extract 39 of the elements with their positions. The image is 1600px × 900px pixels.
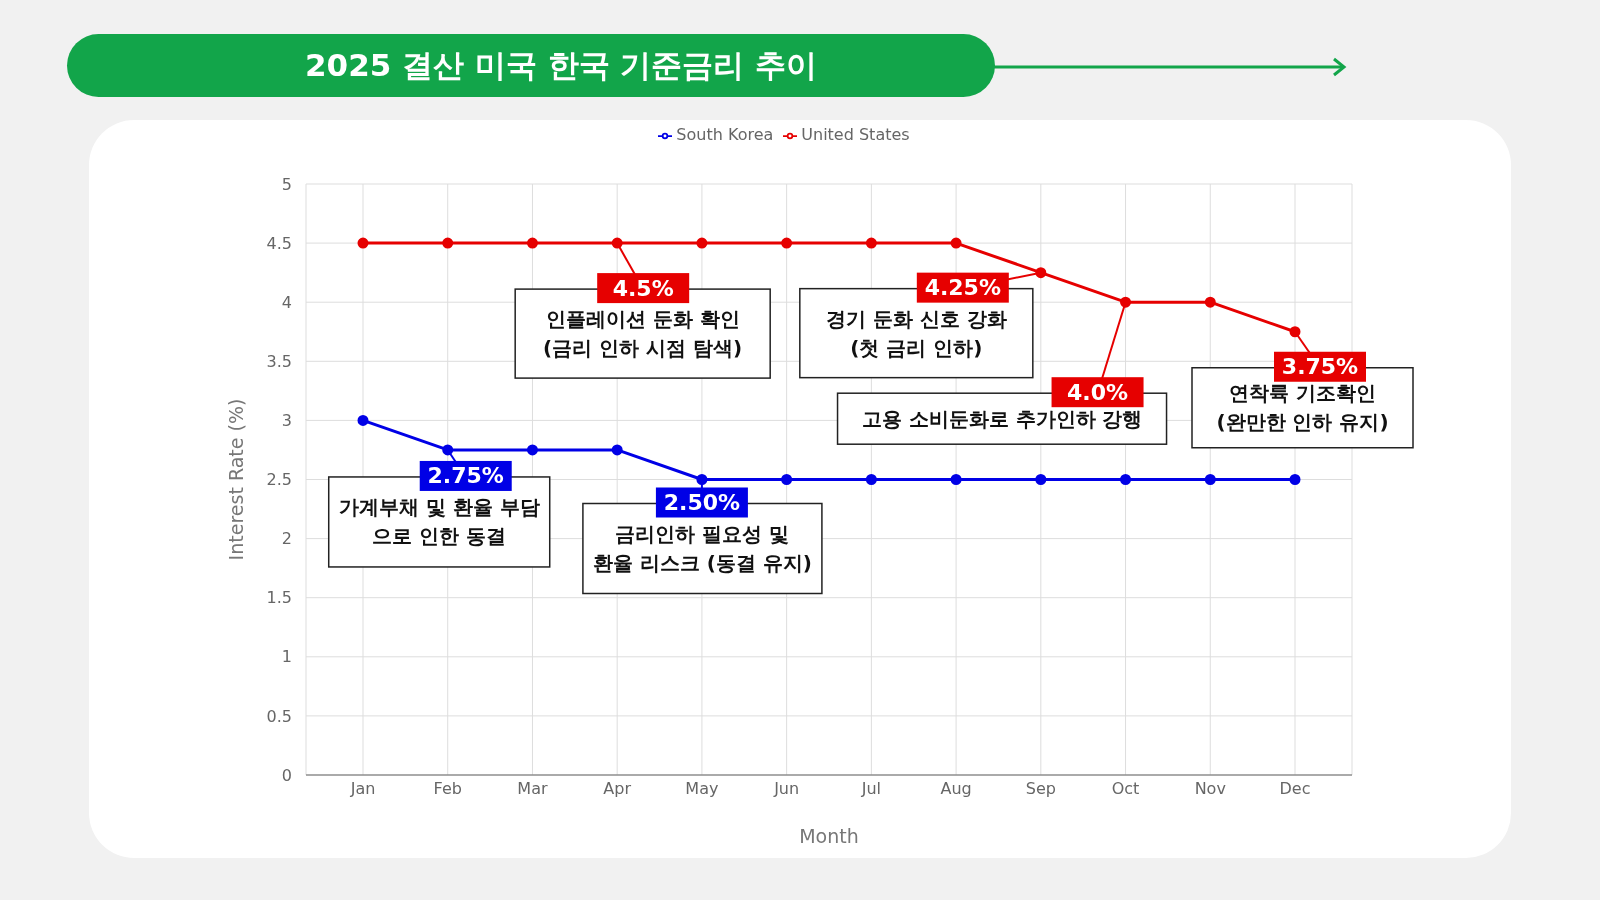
y-tick-label: 4 [281, 292, 292, 312]
x-tick-label: Oct [1111, 779, 1140, 799]
x-tick-label: May [685, 779, 719, 799]
annotation: 4.5% [612, 275, 674, 301]
x-tick-label: Dec [1279, 779, 1311, 799]
y-tick-label: 3 [281, 411, 292, 431]
annotation: 3.75% [1281, 354, 1359, 380]
annotation: 가계부채 및 환율 부담 으로 인한 동결 [338, 495, 540, 549]
x-tick-label: Aug [940, 779, 972, 799]
y-axis-title: Interest Rate (%) [224, 398, 247, 561]
annotation: 인플레이션 둔화 확인 (금리 인하 시점 탐색) [543, 307, 743, 361]
annotation: 4.25% [924, 275, 1001, 301]
x-tick-label: Jul [860, 779, 882, 799]
y-tick-label: 0.5 [266, 706, 292, 726]
annotation: 경기 둔화 신호 강화 (첫 금리 인하) [825, 306, 1007, 360]
x-tick-label: Mar [517, 779, 548, 799]
y-tick-label: 2.5 [266, 470, 292, 490]
annotation: 연착륙 기조확인 (완만한 인하 유지) [1216, 381, 1389, 435]
x-axis-title: Month [799, 825, 859, 847]
x-tick-label: Nov [1194, 779, 1226, 799]
legend-label: South Korea [676, 125, 774, 144]
y-tick-label: 3.5 [266, 351, 292, 371]
y-tick-label: 2 [281, 529, 292, 549]
x-tick-label: Sep [1025, 779, 1056, 799]
annotation: 2.50% [663, 490, 741, 515]
annotation: 고용 소비둔화로 추가인하 강행 [861, 406, 1143, 431]
annotation: 금리인하 필요성 및 환율 리스크 (동결 유지) [592, 522, 812, 575]
x-tick-label: Apr [603, 779, 632, 799]
x-tick-label: Feb [433, 779, 462, 799]
legend-label: United States [801, 125, 910, 144]
y-tick-label: 1.5 [266, 588, 292, 608]
x-tick-label: Jun [773, 779, 800, 799]
y-tick-label: 0 [281, 765, 292, 785]
annotation: 4.0% [1067, 379, 1129, 405]
y-tick-label: 5 [281, 174, 292, 194]
y-tick-label: 1 [281, 647, 292, 667]
chart-title: 2025 결산 미국 한국 기준금리 추이 [305, 45, 818, 85]
y-tick-label: 4.5 [266, 233, 292, 253]
x-tick-label: Jan [349, 779, 376, 799]
